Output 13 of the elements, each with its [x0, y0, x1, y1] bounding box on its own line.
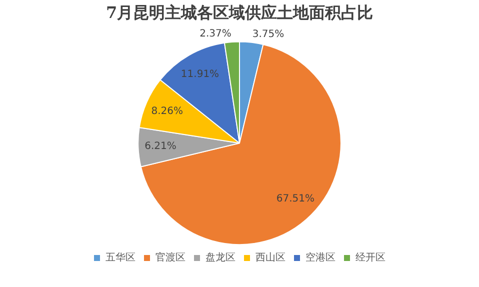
legend-label: 盘龙区	[206, 252, 236, 264]
chart-title: 7月昆明主城各区域供应土地面积占比	[106, 2, 374, 22]
legend-label: 西山区	[256, 252, 286, 264]
data-label: 67.51%	[276, 194, 314, 205]
data-label: 2.37%	[200, 28, 232, 40]
data-label: 6.21%	[144, 140, 176, 152]
legend-label: 经开区	[356, 252, 386, 264]
legend-label: 空港区	[306, 252, 336, 264]
legend-label: 官渡区	[156, 252, 186, 264]
data-label: 3.75%	[252, 29, 284, 40]
legend-label: 五华区	[106, 252, 136, 264]
data-label: 8.26%	[151, 106, 183, 117]
data-label: 11.91%	[180, 69, 220, 80]
